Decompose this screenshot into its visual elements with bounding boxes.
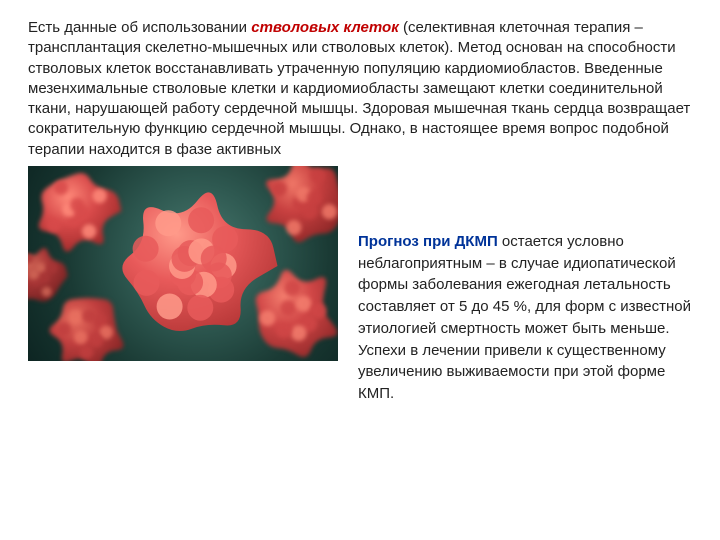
paragraph-prognosis: Прогноз при ДКМП остается условно неблаг… <box>358 231 692 405</box>
cells-svg <box>28 166 338 361</box>
para2-post: остается условно неблагоприятным – в слу… <box>358 233 691 402</box>
paragraph-stem-cells: Есть данные об использовании стволовых к… <box>28 18 692 160</box>
para1-highlight: стволовых клеток <box>251 19 399 36</box>
content-row: Прогноз при ДКМП остается условно неблаг… <box>28 166 692 405</box>
stem-cells-illustration <box>28 166 338 361</box>
page: Есть данные об использовании стволовых к… <box>0 0 720 540</box>
para1-post: (селективная клеточная терапия – транспл… <box>28 19 690 158</box>
para1-pre: Есть данные об использовании <box>28 19 251 36</box>
para2-highlight: Прогноз при ДКМП <box>358 233 498 250</box>
